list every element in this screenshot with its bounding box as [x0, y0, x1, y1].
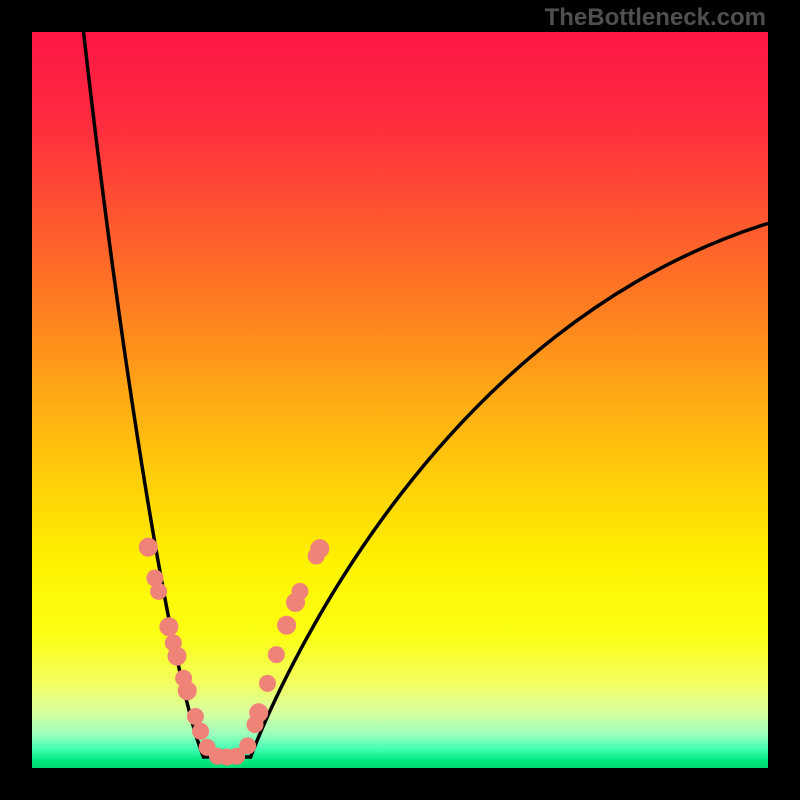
chart-overlay — [32, 32, 768, 768]
marker-dot — [193, 723, 209, 739]
marker-dot — [278, 616, 296, 634]
marker-dot — [139, 538, 157, 556]
marker-dot — [268, 647, 284, 663]
plot-area — [32, 32, 768, 768]
marker-dot — [160, 618, 178, 636]
marker-dot — [151, 583, 167, 599]
chart-frame: TheBottleneck.com — [0, 0, 800, 800]
marker-dot — [292, 583, 308, 599]
marker-dot — [240, 738, 256, 754]
marker-dot — [178, 682, 196, 700]
bottleneck-curve — [84, 32, 768, 757]
marker-dot — [311, 540, 329, 558]
marker-dot — [168, 647, 186, 665]
marker-dot — [187, 708, 203, 724]
marker-dot — [250, 704, 268, 722]
marker-dot — [260, 675, 276, 691]
watermark-text: TheBottleneck.com — [545, 4, 766, 32]
